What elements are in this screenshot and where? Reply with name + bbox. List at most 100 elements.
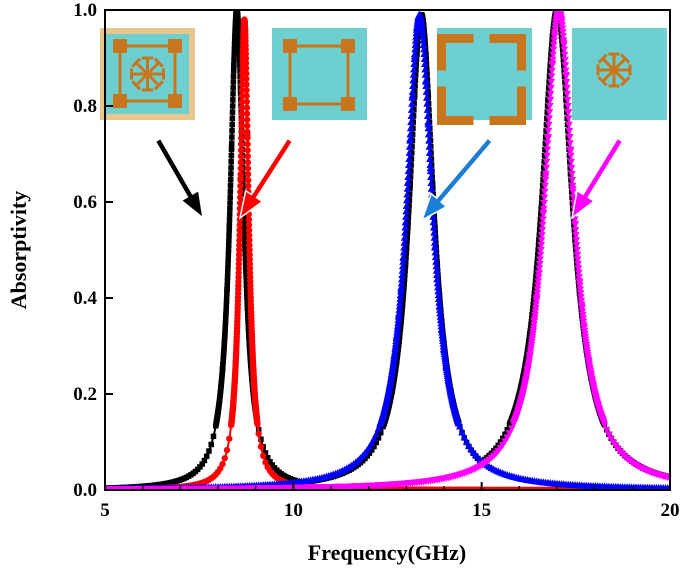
data-point [421, 60, 429, 68]
data-point [242, 261, 249, 267]
data-point [435, 302, 444, 310]
data-point [548, 67, 556, 75]
data-point [243, 265, 249, 272]
data-point [377, 429, 384, 436]
data-point [418, 22, 426, 30]
data-point [559, 33, 568, 41]
data-point [237, 159, 245, 166]
corner-pad [168, 94, 182, 108]
data-point [399, 257, 407, 265]
data-point [404, 173, 412, 181]
data-point [243, 278, 250, 285]
data-point [411, 101, 417, 107]
data-point [542, 164, 551, 172]
data-point [537, 216, 544, 223]
data-point [563, 84, 571, 92]
data-point [562, 78, 571, 86]
data-point [566, 140, 574, 148]
data-point [246, 246, 253, 254]
data-point [244, 134, 251, 142]
data-point [536, 237, 542, 243]
data-point [532, 286, 538, 293]
data-point [533, 290, 541, 298]
data-point [402, 263, 409, 269]
data-point [426, 167, 435, 175]
data-point [203, 453, 210, 460]
data-point [535, 252, 541, 258]
data-point [571, 221, 579, 229]
data-point [222, 321, 229, 328]
data-point [399, 253, 408, 261]
data-point [243, 92, 250, 100]
data-point [530, 318, 539, 326]
data-point [529, 324, 538, 332]
data-point [548, 62, 557, 70]
data-point [407, 186, 413, 192]
data-point [230, 91, 236, 97]
data-point [244, 305, 251, 311]
data-point [541, 176, 550, 184]
data-point [533, 274, 539, 280]
data-point [429, 218, 438, 226]
data-point [243, 98, 250, 105]
data-point [605, 431, 613, 439]
data-point [241, 232, 248, 238]
data-point [206, 448, 212, 454]
star-tip [620, 53, 631, 64]
corner-pad [113, 39, 127, 53]
data-point [569, 188, 577, 196]
axis-ticks: 5 10 15 20 0.0 0.2 0.4 0.6 0.8 1.0 [73, 0, 679, 521]
data-point [243, 110, 251, 117]
data-point [231, 37, 238, 44]
data-point [405, 154, 413, 162]
plot-frame [104, 9, 671, 491]
data-point [397, 326, 404, 333]
corner-pad [341, 39, 355, 53]
data-point [551, 29, 559, 37]
data-point [550, 41, 558, 49]
data-point [223, 301, 230, 308]
data-point [245, 226, 253, 234]
data-point [547, 84, 555, 92]
data-point [199, 461, 205, 467]
data-point [434, 291, 443, 299]
data-point [225, 256, 231, 263]
data-point [546, 103, 554, 110]
data-point [408, 99, 416, 107]
data-point [530, 301, 537, 308]
data-point [541, 152, 548, 159]
data-point [533, 286, 542, 294]
data-point [230, 67, 237, 74]
data-point [563, 90, 572, 98]
data-point [228, 146, 235, 153]
data-point [225, 261, 231, 267]
data-point [397, 323, 404, 330]
data-point [572, 237, 581, 245]
data-point [565, 134, 574, 142]
data-point [504, 427, 511, 433]
data-point [410, 119, 417, 125]
ring-segment [489, 116, 526, 125]
data-point [545, 91, 552, 97]
data-point [241, 216, 247, 223]
data-point [531, 308, 540, 316]
data-point [397, 329, 403, 336]
data-point [545, 109, 554, 117]
data-point [576, 290, 585, 298]
data-point [229, 121, 235, 128]
data-point [567, 152, 575, 160]
data-point [530, 305, 536, 311]
data-point [577, 294, 585, 302]
data-point [235, 29, 242, 35]
data-point [242, 252, 249, 258]
data-point [406, 130, 415, 138]
data-point [541, 165, 547, 171]
data-point [533, 294, 541, 302]
data-point [402, 212, 410, 220]
data-point [400, 243, 408, 251]
star-tip [153, 80, 164, 91]
ring-segment [489, 34, 526, 43]
data-point [542, 170, 550, 178]
data-point [410, 65, 418, 73]
data-point [409, 70, 418, 78]
